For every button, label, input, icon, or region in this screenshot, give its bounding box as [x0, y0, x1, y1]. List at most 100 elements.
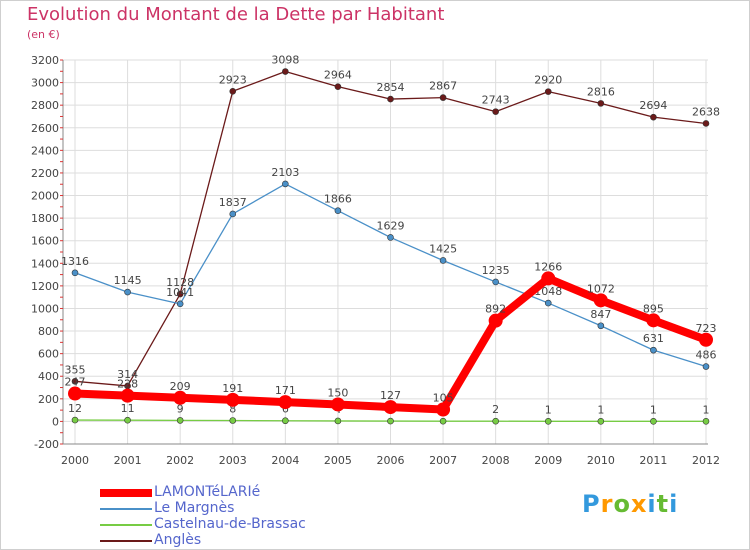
legend-item-le-margnes: Le Margnès	[100, 500, 400, 516]
x-tick-label: 2010	[587, 454, 615, 467]
data-label: 171	[275, 384, 296, 397]
y-tick-label: 600	[38, 348, 59, 361]
legend-label-lamontelarie: LAMONTéLARIé	[154, 484, 261, 500]
logo-letter: x	[630, 490, 648, 518]
y-tick-label: 2200	[31, 167, 59, 180]
data-label: 2694	[639, 99, 667, 112]
legend-swatch-castelnau	[100, 524, 152, 526]
data-point	[229, 417, 237, 424]
logo-letter: o	[613, 490, 631, 518]
data-label: 355	[65, 363, 86, 376]
data-label: 1837	[219, 196, 247, 209]
proxiti-logo[interactable]: Proxiti	[582, 490, 678, 518]
data-point	[439, 94, 447, 101]
data-label: 1	[597, 403, 604, 416]
data-label: 8	[229, 403, 236, 416]
logo-letter: P	[582, 490, 601, 518]
data-point	[334, 83, 342, 90]
data-point	[330, 397, 345, 412]
y-tick-label: 3000	[31, 77, 59, 90]
data-label: 1145	[114, 274, 142, 287]
data-point	[176, 417, 184, 424]
y-tick-label: 3200	[31, 54, 59, 67]
data-point	[120, 388, 135, 403]
data-point	[544, 417, 552, 425]
x-tick-label: 2002	[166, 454, 194, 467]
data-point	[439, 417, 447, 425]
data-label: 2	[492, 403, 499, 416]
data-label: 1041	[166, 286, 194, 299]
data-point	[488, 313, 503, 328]
y-tick-label: 1400	[31, 257, 59, 270]
data-point	[71, 416, 79, 424]
logo-letter: r	[600, 490, 614, 518]
data-point	[278, 395, 293, 410]
data-label: 6	[282, 403, 289, 416]
data-point	[544, 88, 552, 95]
y-tick-label: 800	[38, 325, 59, 338]
legend-label-castelnau: Castelnau-de-Brassac	[154, 516, 306, 532]
legend-label-le-margnes: Le Margnès	[154, 500, 235, 516]
logo-letter: i	[669, 490, 679, 518]
data-label: 1	[650, 403, 657, 416]
chart-title: Evolution du Montant de la Dette par Hab…	[27, 4, 445, 25]
x-tick-label: 2004	[271, 454, 299, 467]
data-label: 2743	[482, 94, 510, 107]
data-label: 228	[117, 378, 138, 391]
data-label: 1	[545, 403, 552, 416]
data-point	[334, 207, 342, 214]
data-point	[176, 290, 184, 298]
data-label: 2854	[377, 81, 405, 94]
data-point	[334, 417, 342, 425]
x-tick-label: 2008	[482, 454, 510, 467]
data-point	[173, 390, 188, 405]
data-label: 631	[643, 332, 664, 345]
data-point	[71, 269, 79, 277]
data-label: 127	[380, 389, 401, 402]
y-tick-label: 2600	[31, 122, 59, 135]
y-tick-label: 2000	[31, 190, 59, 203]
x-tick-label: 2011	[639, 454, 667, 467]
data-point	[544, 299, 552, 307]
x-tick-label: 2001	[114, 454, 142, 467]
data-label: 486	[696, 349, 717, 362]
data-point	[176, 300, 184, 308]
data-label: 1316	[61, 255, 89, 268]
y-tick-label: 400	[38, 370, 59, 383]
data-point	[436, 402, 451, 417]
data-point	[229, 210, 237, 218]
plot-area	[63, 60, 708, 444]
data-point	[387, 417, 394, 425]
x-tick-label: 2007	[429, 454, 457, 467]
data-point	[124, 416, 131, 424]
y-tick-label: 200	[38, 393, 59, 406]
x-tick-label: 2006	[377, 454, 405, 467]
data-label: 12	[68, 402, 82, 415]
data-label: 2638	[692, 105, 720, 118]
data-point	[387, 95, 394, 103]
legend-swatch-le-margnes	[100, 508, 152, 510]
data-point	[282, 68, 289, 75]
y-tick-label: 0	[52, 415, 59, 428]
data-point	[699, 332, 713, 347]
y-tick-label: 2800	[31, 99, 59, 112]
data-label: 2964	[324, 69, 352, 82]
data-point	[650, 346, 657, 354]
data-label: 9	[177, 402, 184, 415]
data-label: 1	[703, 403, 710, 416]
x-tick-label: 2005	[324, 454, 352, 467]
legend-label-angles: Anglès	[154, 532, 202, 548]
legend-item-lamontelarie: LAMONTéLARIé	[100, 484, 400, 500]
data-label: 1128	[166, 276, 194, 289]
data-label: 2920	[534, 74, 562, 87]
data-point	[229, 87, 237, 95]
data-point	[593, 293, 608, 308]
data-point	[702, 417, 710, 425]
data-label: 150	[327, 386, 348, 399]
data-label: 11	[121, 402, 135, 415]
data-label: 1266	[534, 260, 562, 273]
y-tick-label: 1200	[31, 280, 59, 293]
data-point	[387, 234, 394, 241]
logo-letter: i	[647, 490, 657, 518]
